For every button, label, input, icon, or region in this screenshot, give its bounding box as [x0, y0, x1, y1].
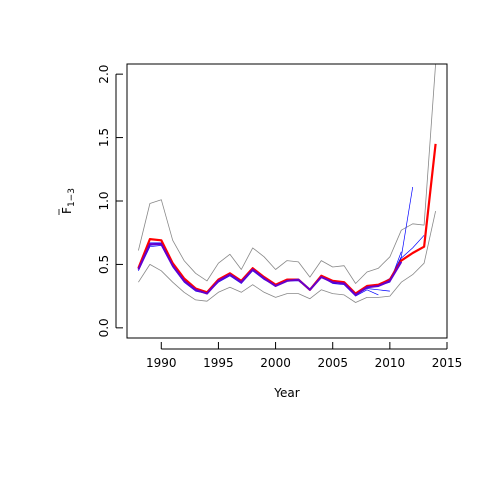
series-line-median-8: [137, 243, 403, 296]
y-tick-label: 0.0: [97, 318, 111, 337]
y-tick-label: 1.5: [97, 128, 111, 147]
y-axis-title: F1−3: [58, 188, 77, 215]
series-layer: [137, 64, 437, 303]
y-tick-label: 2.0: [97, 65, 111, 84]
plot-frame: [126, 63, 448, 339]
y-axis: 0.0 0.5 1.0 1.5 2.0: [97, 65, 123, 337]
y-tick-label: 0.5: [97, 255, 111, 274]
x-tick-label: 2010: [375, 356, 406, 370]
x-tick-label: 1990: [146, 356, 177, 370]
x-tick-label: 2005: [317, 356, 348, 370]
series-line-lower-1: [138, 211, 436, 303]
x-axis: 1990 1995 2000 2005 2010 2015: [146, 342, 462, 370]
x-tick-label: 2015: [432, 356, 463, 370]
series-line-final-7: [137, 143, 437, 295]
y-tick-label: 1.0: [97, 191, 111, 210]
x-tick-label: 2000: [260, 356, 291, 370]
svg-text:F1−3: F1−3: [60, 188, 77, 214]
y-axis-title-main: F: [60, 207, 74, 214]
series-line-upper-0: [138, 64, 436, 284]
x-axis-title: Year: [273, 386, 299, 400]
y-axis-title-sub: 1−3: [67, 188, 77, 207]
x-tick-label: 1995: [203, 356, 234, 370]
